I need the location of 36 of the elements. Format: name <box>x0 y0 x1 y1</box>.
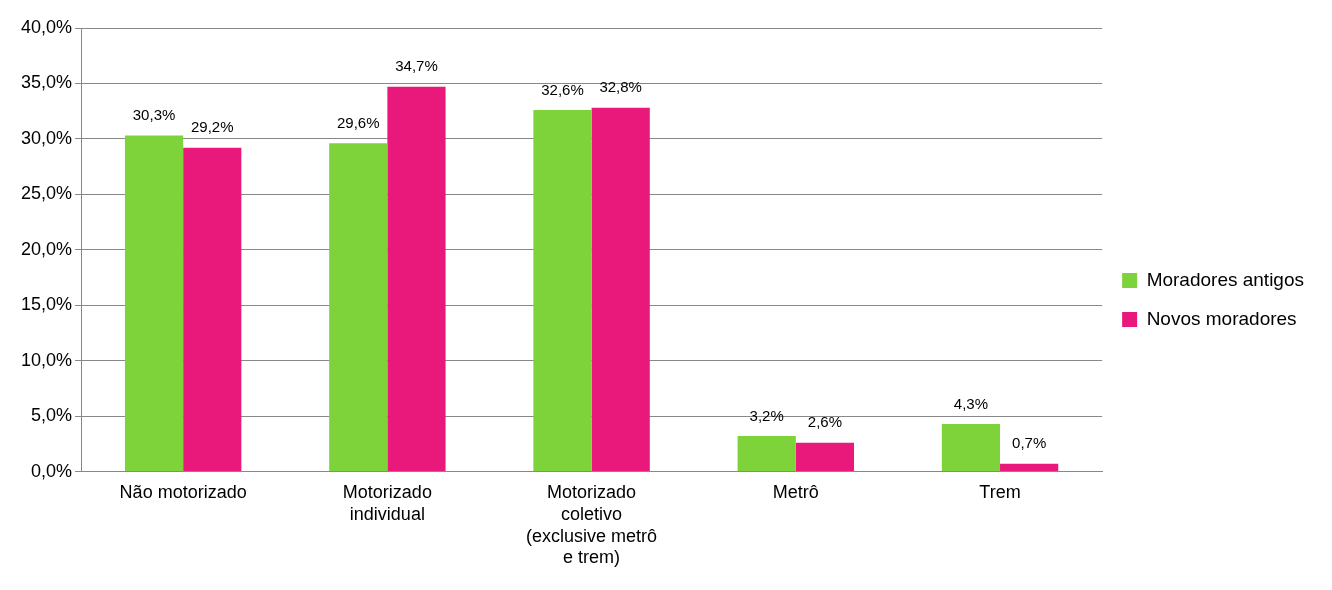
data-label: 29,2% <box>190 118 234 136</box>
y-tick-label: 25,0% <box>20 183 73 204</box>
bar <box>329 143 388 472</box>
data-label: 32,8% <box>599 78 642 96</box>
y-tick-label: 20,0% <box>20 238 73 259</box>
y-tick-label: 30,0% <box>20 127 73 148</box>
data-label: 30,3% <box>132 106 176 124</box>
bar <box>387 86 446 472</box>
y-tick-label: 10,0% <box>20 349 73 370</box>
legend-label: Moradores antigos <box>1146 268 1305 290</box>
data-label: 32,6% <box>541 80 584 98</box>
bar <box>1000 463 1059 472</box>
y-tick-label: 35,0% <box>20 72 73 93</box>
data-label: 29,6% <box>336 113 380 131</box>
data-label: 2,6% <box>807 413 843 431</box>
x-tick-label: Motorizado coletivo (exclusive metrô e trem) <box>526 482 658 568</box>
y-tick-label: 5,0% <box>31 405 73 426</box>
y-tick-label: 40,0% <box>20 16 73 37</box>
x-tick-label: Motorizado individual <box>342 482 432 524</box>
bar <box>124 135 184 472</box>
bar <box>591 107 650 472</box>
y-tick-label: 0,0% <box>31 460 73 481</box>
data-label: 3,2% <box>749 406 784 424</box>
bar <box>941 423 1001 472</box>
x-tick-label: Trem <box>979 482 1021 503</box>
x-tick-label: Metrô <box>772 482 819 503</box>
bar <box>183 147 242 472</box>
data-label: 34,7% <box>395 57 438 75</box>
bar <box>533 110 592 472</box>
y-tick-label: 15,0% <box>20 294 73 315</box>
legend-label: Novos moradores <box>1146 307 1297 329</box>
data-label: 4,3% <box>953 394 989 412</box>
data-label: 0,7% <box>1012 434 1047 452</box>
bar <box>737 436 796 472</box>
x-tick-label: Não motorizado <box>119 482 247 503</box>
bar <box>795 442 855 472</box>
